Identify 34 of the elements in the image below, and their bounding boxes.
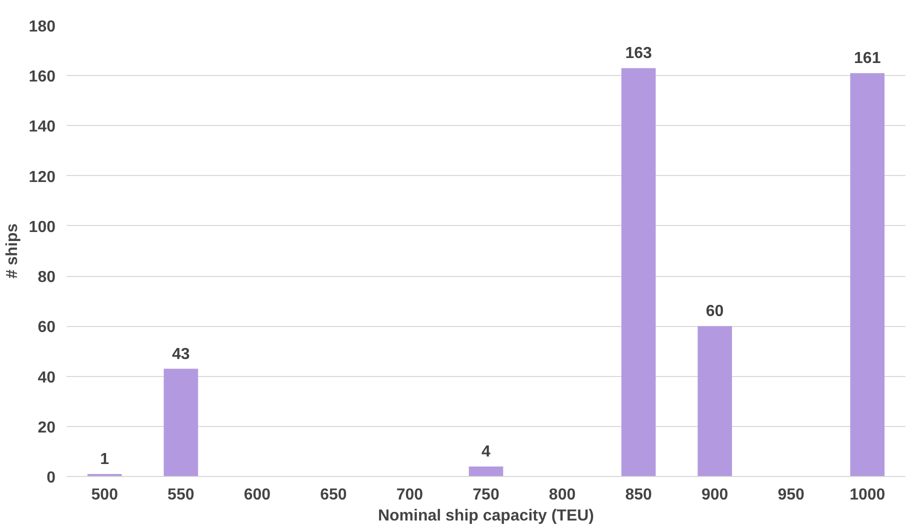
x-tick-label: 750	[472, 486, 500, 504]
data-label: 4	[482, 443, 491, 460]
x-tick-label: 600	[244, 486, 271, 504]
x-tick-label: 550	[168, 486, 194, 504]
x-tick-label: 850	[625, 486, 652, 504]
x-tick-label: 1000	[850, 486, 886, 504]
y-tick-label: 60	[38, 319, 56, 336]
y-tick-label: 120	[28, 168, 56, 186]
x-tick-label: 650	[320, 486, 347, 504]
x-tick-label: 950	[778, 486, 805, 504]
y-tick-label: 40	[38, 369, 56, 386]
data-label: 43	[172, 346, 190, 363]
x-tick-label: 800	[548, 486, 576, 504]
bar	[621, 68, 656, 476]
x-axis-title: Nominal ship capacity (TEU)	[378, 508, 594, 524]
x-tick-label: 500	[91, 486, 118, 504]
y-tick-label: 160	[28, 68, 56, 86]
y-tick-label: 20	[38, 419, 56, 436]
bar	[850, 73, 885, 476]
x-tick-label: 900	[701, 486, 728, 504]
bar	[164, 368, 198, 476]
bar	[468, 466, 504, 476]
data-label: 163	[625, 45, 652, 62]
y-tick-label: 100	[28, 218, 56, 236]
y-tick-label: 80	[38, 269, 56, 286]
y-tick-label: 140	[28, 118, 56, 136]
data-label: 60	[706, 303, 724, 320]
x-tick-label: 700	[396, 486, 424, 504]
data-label: 1	[100, 450, 110, 468]
y-axis-title: # ships	[4, 223, 21, 279]
y-tick-label: 180	[28, 18, 56, 36]
data-label: 161	[854, 50, 881, 68]
bar	[698, 326, 732, 476]
y-tick-label: 0	[46, 470, 56, 486]
